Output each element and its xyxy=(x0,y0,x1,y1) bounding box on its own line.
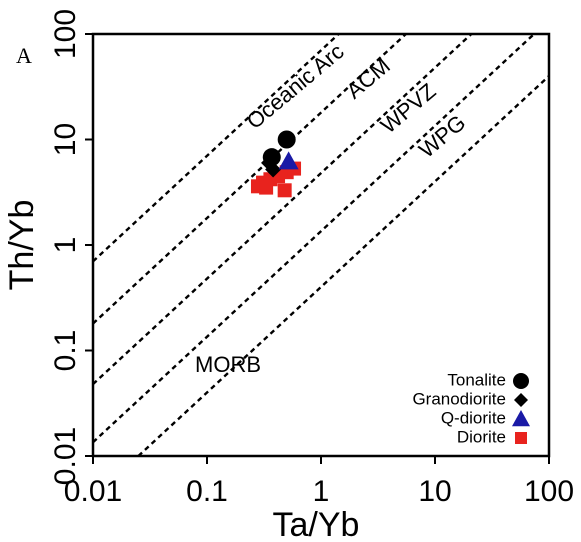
diorite-point xyxy=(259,180,274,195)
legend-marker-q-diorite xyxy=(512,410,530,427)
x-tick-label: 10 xyxy=(418,475,451,508)
field-boundary-line-4 xyxy=(93,34,536,444)
x-tick-label: 100 xyxy=(524,475,574,508)
legend-label-q-diorite: Q-diorite xyxy=(441,408,506,427)
legend-label-tonalite: Tonalite xyxy=(447,370,506,389)
y-tick-label: 100 xyxy=(49,9,82,59)
legend-label-granodiorite: Granodiorite xyxy=(412,389,506,408)
legend-marker-diorite xyxy=(515,432,527,444)
field-boundary-line-2 xyxy=(93,34,408,325)
field-boundary-line-5 xyxy=(137,75,549,456)
y-axis-title: Th/Yb xyxy=(3,200,41,291)
panel-label: A xyxy=(16,43,32,68)
x-axis-title: Ta/Yb xyxy=(273,506,360,542)
field-boundary-lines xyxy=(93,34,549,456)
x-tick-label: 0.1 xyxy=(186,475,228,508)
diorite-point xyxy=(277,183,292,198)
y-tick-label: 1 xyxy=(49,237,82,254)
y-tick-label: 10 xyxy=(49,123,82,156)
field-boundary-line-1 xyxy=(93,34,341,263)
legend-marker-tonalite xyxy=(513,373,529,389)
q-diorite-point xyxy=(278,151,299,170)
y-tick-label: 0.01 xyxy=(49,427,82,485)
field-label-oceanic-arc: Oceanic Arc xyxy=(242,39,349,134)
x-tick-label: 1 xyxy=(313,475,330,508)
legend-marker-granodiorite xyxy=(514,393,528,407)
field-label-wpg: WPG xyxy=(414,110,470,163)
field-boundary-line-3 xyxy=(93,34,474,386)
x-tick-label: 0.01 xyxy=(64,475,122,508)
axis-ticks: 0.01 0.1 1 10 100 0.01 0.1 1 10 100 xyxy=(49,9,574,508)
tonalite-point xyxy=(262,148,281,167)
field-label-acm: ACM xyxy=(341,53,395,104)
y-tick-label: 0.1 xyxy=(49,330,82,372)
tonalite-point xyxy=(277,130,296,149)
data-points xyxy=(250,130,302,198)
legend-label-diorite: Diorite xyxy=(457,427,506,446)
field-label-morb: MORB xyxy=(195,352,261,377)
